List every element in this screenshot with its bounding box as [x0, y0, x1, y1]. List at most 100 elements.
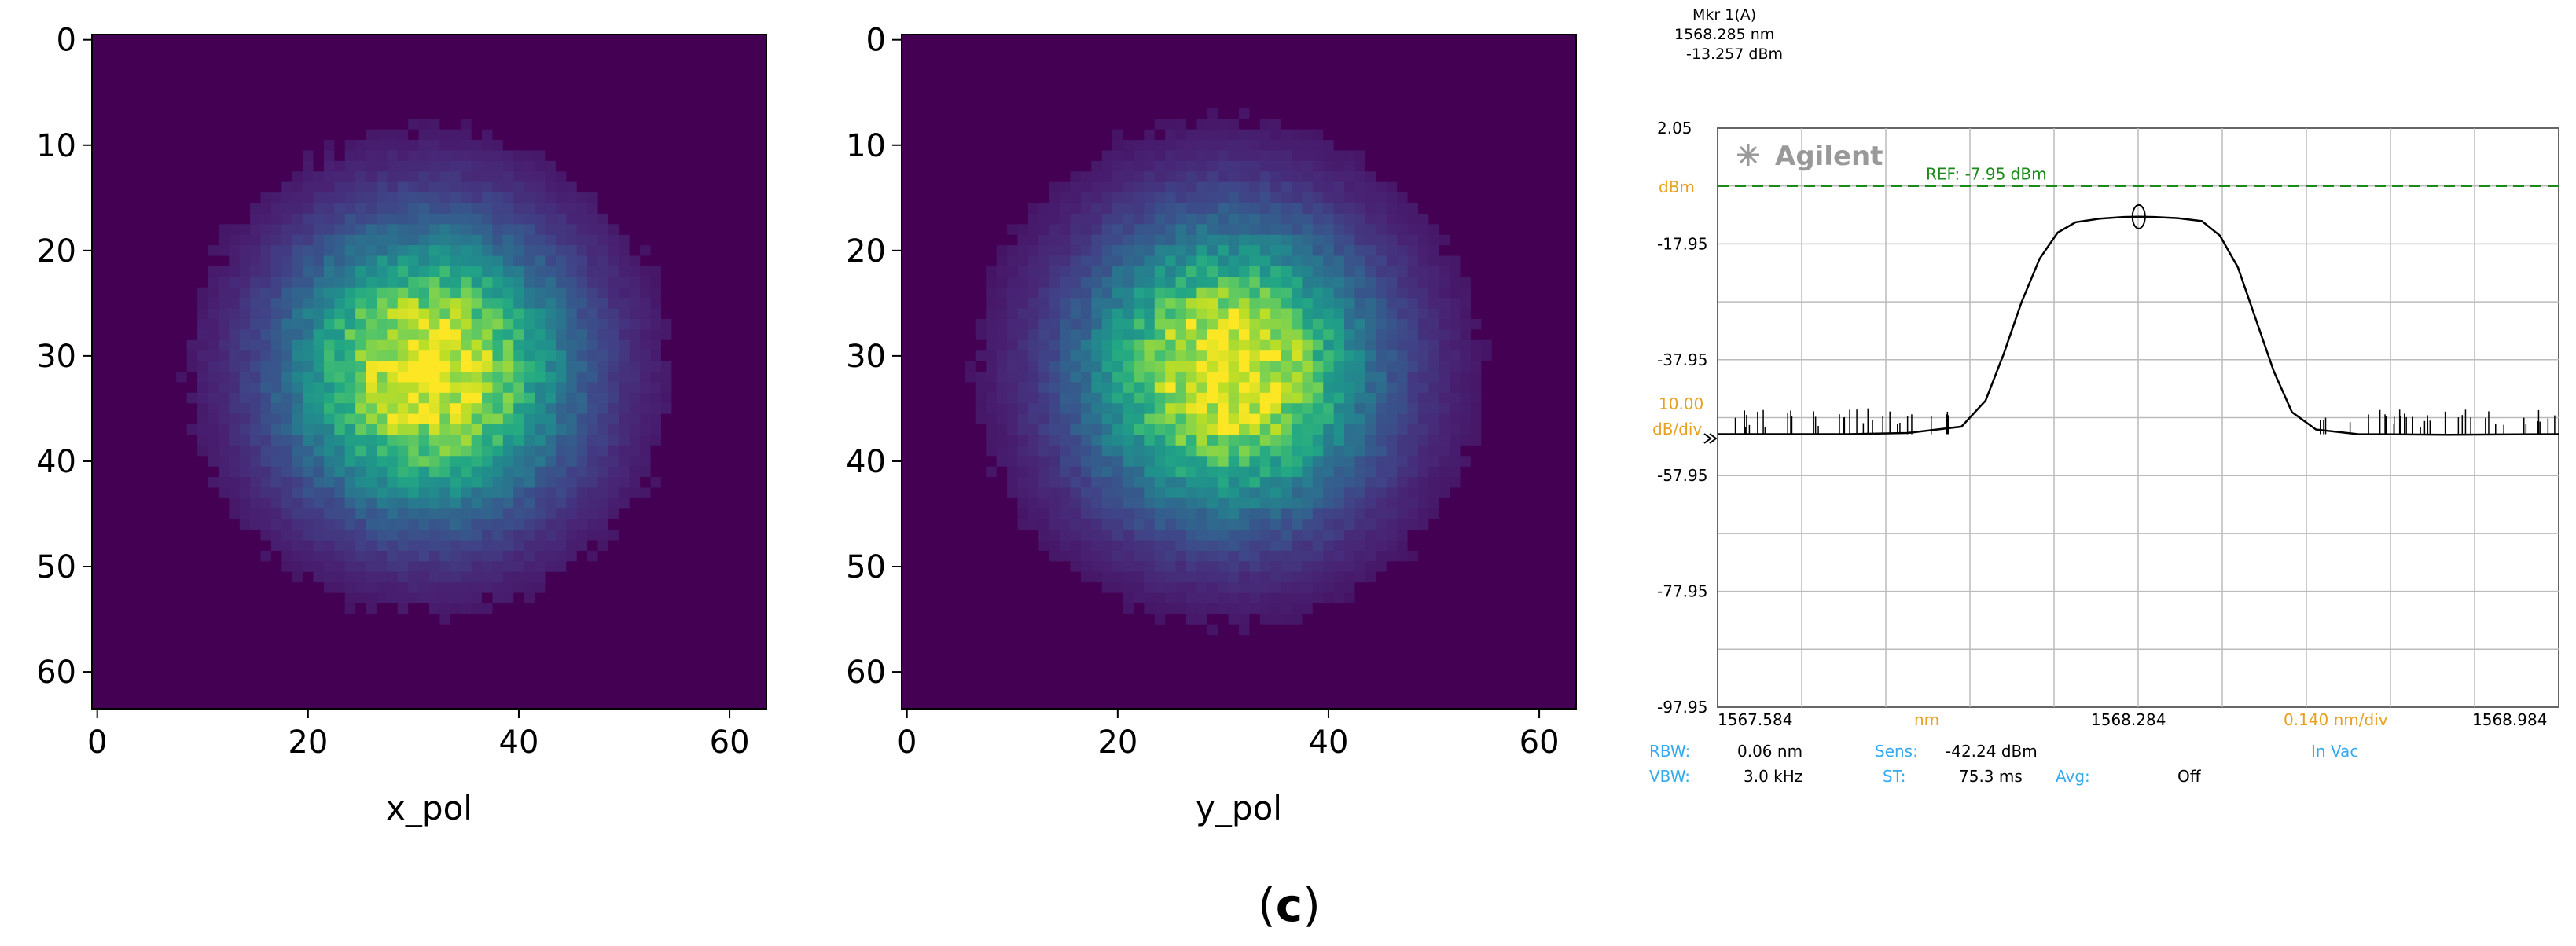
heatmap-cell: [134, 688, 145, 699]
heatmap-cell: [439, 277, 451, 288]
heatmap-cell: [218, 477, 230, 489]
heatmap-cell: [755, 382, 767, 394]
heatmap-cell: [502, 666, 514, 678]
heatmap-cell: [366, 624, 377, 636]
heatmap-cell: [471, 171, 483, 183]
heatmap-cell: [123, 698, 135, 710]
heatmap-cell: [134, 308, 145, 320]
heatmap-cell: [155, 550, 167, 562]
heatmap-cell: [218, 87, 230, 99]
heatmap-cell: [492, 171, 504, 183]
heatmap-cell: [1060, 150, 1071, 162]
heatmap-cell: [186, 55, 198, 67]
heatmap-cell: [513, 676, 525, 688]
heatmap-cell: [1376, 140, 1387, 152]
heatmap-cell: [545, 76, 557, 88]
heatmap-cell: [576, 350, 588, 362]
heatmap-cell: [986, 87, 998, 99]
heatmap-cell: [1292, 97, 1303, 109]
heatmap-cell: [355, 119, 367, 130]
heatmap-cell: [1091, 108, 1103, 119]
heatmap-cell: [165, 277, 177, 288]
heatmap-cell: [566, 571, 578, 583]
heatmap-cell: [239, 287, 251, 299]
heatmap-cell: [208, 382, 219, 394]
heatmap-cell: [566, 655, 578, 667]
heatmap-cell: [408, 477, 420, 489]
heatmap-cell: [902, 45, 913, 57]
heatmap-cell: [545, 35, 557, 46]
heatmap-cell: [229, 203, 241, 214]
heatmap-cell: [281, 129, 293, 141]
heatmap-cell: [461, 339, 472, 351]
heatmap-cell: [713, 603, 725, 614]
heatmap-cell: [555, 698, 567, 710]
heatmap-cell: [1302, 140, 1314, 152]
x-tick-label: 0: [87, 724, 107, 761]
heatmap-cell: [1249, 160, 1261, 172]
heatmap-cell: [334, 119, 346, 130]
heatmap-cell: [660, 76, 672, 88]
heatmap-cell: [1249, 76, 1261, 88]
heatmap-cell: [155, 382, 167, 394]
heatmap-cell: [650, 477, 662, 489]
heatmap-cell: [344, 582, 356, 594]
heatmap-cell: [334, 645, 346, 657]
heatmap-cell: [92, 382, 104, 394]
heatmap-cell: [703, 382, 715, 394]
heatmap-cell: [260, 645, 272, 657]
heatmap-cell: [186, 108, 198, 119]
heatmap-cell: [471, 382, 483, 394]
heatmap-cell: [239, 571, 251, 583]
heatmap-cell: [408, 192, 420, 204]
heatmap-cell: [555, 382, 567, 394]
heatmap-cell: [1270, 171, 1282, 183]
heatmap-cell: [155, 66, 167, 78]
heatmap-cell: [461, 624, 472, 636]
heatmap-cell: [102, 645, 114, 657]
heatmap-cell: [682, 635, 693, 647]
heatmap-cell: [734, 192, 746, 204]
heatmap-cell: [429, 150, 441, 162]
heatmap-cell: [186, 392, 198, 404]
heatmap-cell: [260, 339, 272, 351]
heatmap-cell: [555, 592, 567, 604]
heatmap-cell: [165, 350, 177, 362]
heatmap-cell: [292, 66, 303, 78]
heatmap-cell: [439, 530, 451, 541]
heatmap-cell: [619, 361, 630, 372]
heatmap-cell: [102, 213, 114, 225]
heatmap-cell: [260, 424, 272, 436]
heatmap-cell: [281, 108, 293, 119]
heatmap-cell: [608, 582, 619, 594]
heatmap-cell: [250, 245, 262, 257]
heatmap-cell: [671, 160, 683, 172]
heatmap-cell: [145, 540, 156, 552]
heatmap-cell: [619, 676, 630, 688]
heatmap-cell: [292, 434, 303, 446]
heatmap-cell: [281, 477, 293, 489]
heatmap-cell: [693, 487, 704, 499]
heatmap-cell: [608, 550, 619, 562]
heatmap-cell: [1207, 45, 1218, 57]
heatmap-cell: [270, 561, 282, 573]
heatmap-cell: [250, 466, 262, 478]
heatmap-cell: [334, 571, 346, 583]
heatmap-cell: [576, 666, 588, 678]
heatmap-cell: [1228, 66, 1240, 78]
heatmap-cell: [502, 382, 514, 394]
heatmap-cell: [1544, 119, 1556, 130]
heatmap-cell: [334, 35, 346, 46]
heatmap-cell: [1376, 129, 1387, 141]
heatmap-cell: [366, 456, 377, 468]
heatmap-cell: [387, 688, 399, 699]
heatmap-cell: [1292, 160, 1303, 172]
heatmap-cell: [1027, 45, 1039, 57]
heatmap-cell: [323, 339, 335, 351]
heatmap-cell: [724, 119, 736, 130]
heatmap-cell: [176, 287, 188, 299]
heatmap-cell: [408, 676, 420, 688]
heatmap-cell: [597, 140, 609, 152]
heatmap-cell: [387, 298, 399, 310]
heatmap-cell: [408, 413, 420, 425]
